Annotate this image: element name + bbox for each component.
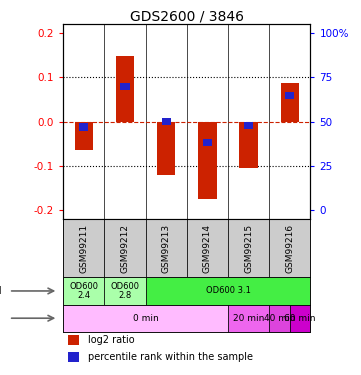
Text: log2 ratio: log2 ratio xyxy=(88,335,135,345)
FancyBboxPatch shape xyxy=(187,219,228,278)
FancyBboxPatch shape xyxy=(104,278,145,304)
FancyBboxPatch shape xyxy=(63,219,104,278)
FancyBboxPatch shape xyxy=(63,278,104,304)
FancyBboxPatch shape xyxy=(228,219,269,278)
Bar xyxy=(285,92,295,99)
Text: percentile rank within the sample: percentile rank within the sample xyxy=(88,352,253,362)
Title: GDS2600 / 3846: GDS2600 / 3846 xyxy=(130,9,244,23)
Bar xyxy=(116,56,134,122)
Bar xyxy=(79,123,88,130)
FancyBboxPatch shape xyxy=(228,304,269,332)
Text: GSM99216: GSM99216 xyxy=(285,224,294,273)
Text: 60 min: 60 min xyxy=(284,314,316,323)
Text: protocol: protocol xyxy=(0,286,1,296)
Bar xyxy=(198,122,217,199)
Text: 20 min: 20 min xyxy=(233,314,264,323)
Bar xyxy=(74,122,93,150)
FancyBboxPatch shape xyxy=(145,278,310,304)
Text: OD600 3.1: OD600 3.1 xyxy=(206,286,251,296)
Bar xyxy=(68,352,78,362)
FancyBboxPatch shape xyxy=(269,304,290,332)
Text: 0 min: 0 min xyxy=(133,314,158,323)
Bar xyxy=(120,83,130,90)
FancyBboxPatch shape xyxy=(63,304,228,332)
Text: GSM99215: GSM99215 xyxy=(244,224,253,273)
Text: 40 min: 40 min xyxy=(264,314,295,323)
Bar xyxy=(162,118,171,125)
Text: GSM99212: GSM99212 xyxy=(121,224,130,273)
FancyBboxPatch shape xyxy=(145,219,187,278)
Text: OD600
2.4: OD600 2.4 xyxy=(69,282,98,300)
Text: GSM99214: GSM99214 xyxy=(203,224,212,273)
FancyBboxPatch shape xyxy=(104,219,145,278)
Text: GSM99211: GSM99211 xyxy=(79,224,88,273)
Bar xyxy=(203,140,212,146)
Bar xyxy=(239,122,258,168)
FancyBboxPatch shape xyxy=(269,219,310,278)
Text: OD600
2.8: OD600 2.8 xyxy=(110,282,139,300)
Bar xyxy=(280,83,299,122)
Bar xyxy=(157,122,175,175)
Text: time: time xyxy=(0,313,1,323)
Bar xyxy=(68,335,78,345)
Text: GSM99213: GSM99213 xyxy=(162,224,171,273)
FancyBboxPatch shape xyxy=(290,304,310,332)
Bar xyxy=(244,122,253,129)
